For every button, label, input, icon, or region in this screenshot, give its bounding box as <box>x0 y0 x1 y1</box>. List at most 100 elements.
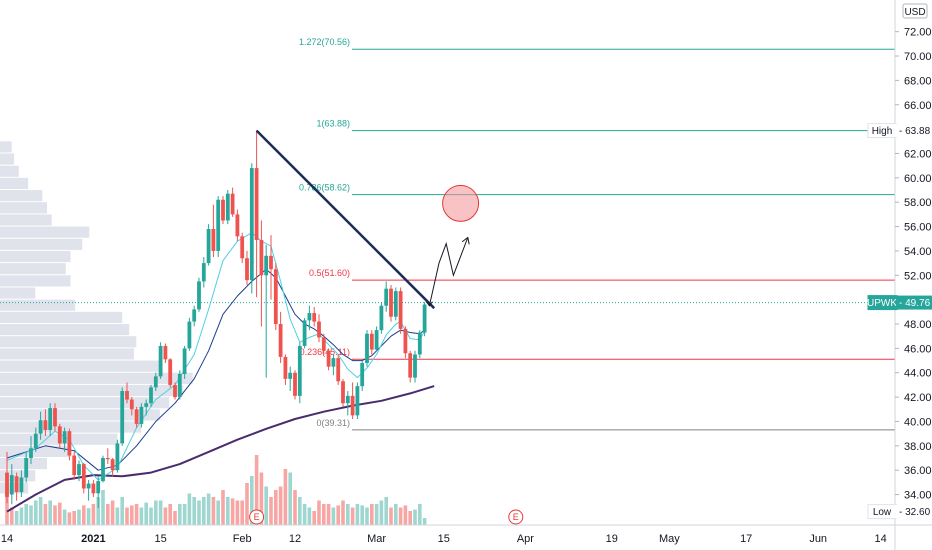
price-label-value: - 49.76 <box>899 298 931 309</box>
price-tick-label: 62.00 <box>904 148 932 160</box>
volume-bar <box>413 509 417 525</box>
candle-body <box>33 433 38 449</box>
volume-bar <box>58 502 62 525</box>
volume-bar <box>322 504 326 525</box>
candle <box>53 403 57 432</box>
time-axis[interactable]: 14 2021 15 Feb 12 Mar 15 Apr 19 May 17 Jun 14 <box>0 524 932 545</box>
price-tick-label: 58.00 <box>904 197 932 209</box>
candle <box>168 358 173 388</box>
currency-label: USD <box>904 7 925 18</box>
candle <box>297 342 302 404</box>
volume-bar <box>336 505 340 525</box>
candle <box>350 382 355 420</box>
candle-body <box>139 406 144 424</box>
candle-body <box>197 281 201 310</box>
candle <box>336 354 341 385</box>
trendline <box>255 129 436 310</box>
earnings-marker[interactable]: E <box>508 509 524 525</box>
candle-body <box>413 354 417 378</box>
price-label-value: - 63.88 <box>899 126 931 137</box>
volume-bar <box>178 504 182 525</box>
earnings-marker[interactable]: E <box>249 509 265 525</box>
candle <box>177 370 182 400</box>
candle-body <box>9 475 14 495</box>
price-tick-label: 40.00 <box>904 416 932 428</box>
volume-profile-bar <box>0 397 170 409</box>
candle-body <box>158 345 163 377</box>
earnings-marker-circle[interactable] <box>249 509 265 525</box>
candle-body <box>67 431 72 456</box>
volume-profile-bar <box>0 384 184 397</box>
candle <box>91 479 96 497</box>
candle <box>273 263 278 331</box>
price-tick-label: 34.00 <box>904 490 932 502</box>
volume-bar <box>259 472 264 525</box>
volume-profile-bar <box>0 348 134 360</box>
candle <box>417 330 422 359</box>
candle <box>269 235 273 300</box>
candle-body <box>105 458 110 460</box>
time-tick-label: Jun <box>809 533 827 545</box>
volume-bar <box>374 504 379 525</box>
candle-body <box>293 372 297 396</box>
candle <box>153 372 158 392</box>
volume-profile-bar <box>0 177 29 190</box>
candle-body <box>365 333 369 363</box>
candle-body <box>393 291 398 317</box>
price-label-value: - 32.60 <box>899 507 931 518</box>
earnings-marker-label: E <box>254 512 260 522</box>
candle-body <box>120 391 125 444</box>
candle-body <box>153 376 158 388</box>
volume-bar <box>245 483 249 525</box>
candle-body <box>53 408 57 427</box>
currency-badge-box[interactable] <box>902 3 928 19</box>
candle <box>221 196 225 225</box>
volume-bar <box>418 504 422 525</box>
time-tick-label: 14 <box>874 533 886 545</box>
candle-body <box>360 362 365 387</box>
volume-bar <box>230 498 235 525</box>
candle-body <box>240 236 245 259</box>
volume-bar <box>86 508 91 525</box>
earnings-marker-circle[interactable] <box>508 509 524 525</box>
volume-bar <box>278 486 283 525</box>
price-tick-label: 60.00 <box>904 173 932 185</box>
price-label-high: High - 63.88 <box>867 123 932 139</box>
candle <box>264 244 269 378</box>
volume-bar <box>326 504 331 525</box>
volume-bar <box>283 469 288 525</box>
volume-bar <box>96 497 100 525</box>
candle <box>57 423 62 449</box>
volume-bar <box>341 500 345 525</box>
candle-body <box>326 350 331 367</box>
price-label-value-box <box>896 504 932 519</box>
volume-bar <box>91 504 96 525</box>
volume-profile-bar <box>0 190 43 202</box>
candle <box>72 451 77 480</box>
volume-bars <box>5 455 427 525</box>
volume-bar <box>154 500 158 525</box>
candle-body <box>235 214 240 237</box>
price-axis[interactable]: 72.0070.0068.0066.0064.0062.0060.0058.00… <box>867 0 932 550</box>
volume-profile-bar <box>0 263 66 275</box>
price-label-low: Low - 32.60 <box>867 504 932 520</box>
candle <box>19 470 24 497</box>
currency-badge[interactable]: USD <box>902 3 928 19</box>
volume-bar <box>24 504 28 525</box>
price-tick-label: 46.00 <box>904 343 932 355</box>
volume-bar <box>422 518 427 525</box>
volume-profile-bar <box>0 141 12 153</box>
candle-body <box>379 305 384 331</box>
candle <box>182 345 187 379</box>
candle-body <box>417 332 422 355</box>
projection-arrowhead <box>461 236 470 245</box>
candle-body <box>288 372 293 379</box>
candle-body <box>86 483 91 489</box>
candle <box>144 399 149 416</box>
volume-profile-bar <box>0 409 160 421</box>
candle <box>360 360 365 392</box>
candle-body <box>355 386 360 416</box>
volume-bar <box>101 490 105 525</box>
